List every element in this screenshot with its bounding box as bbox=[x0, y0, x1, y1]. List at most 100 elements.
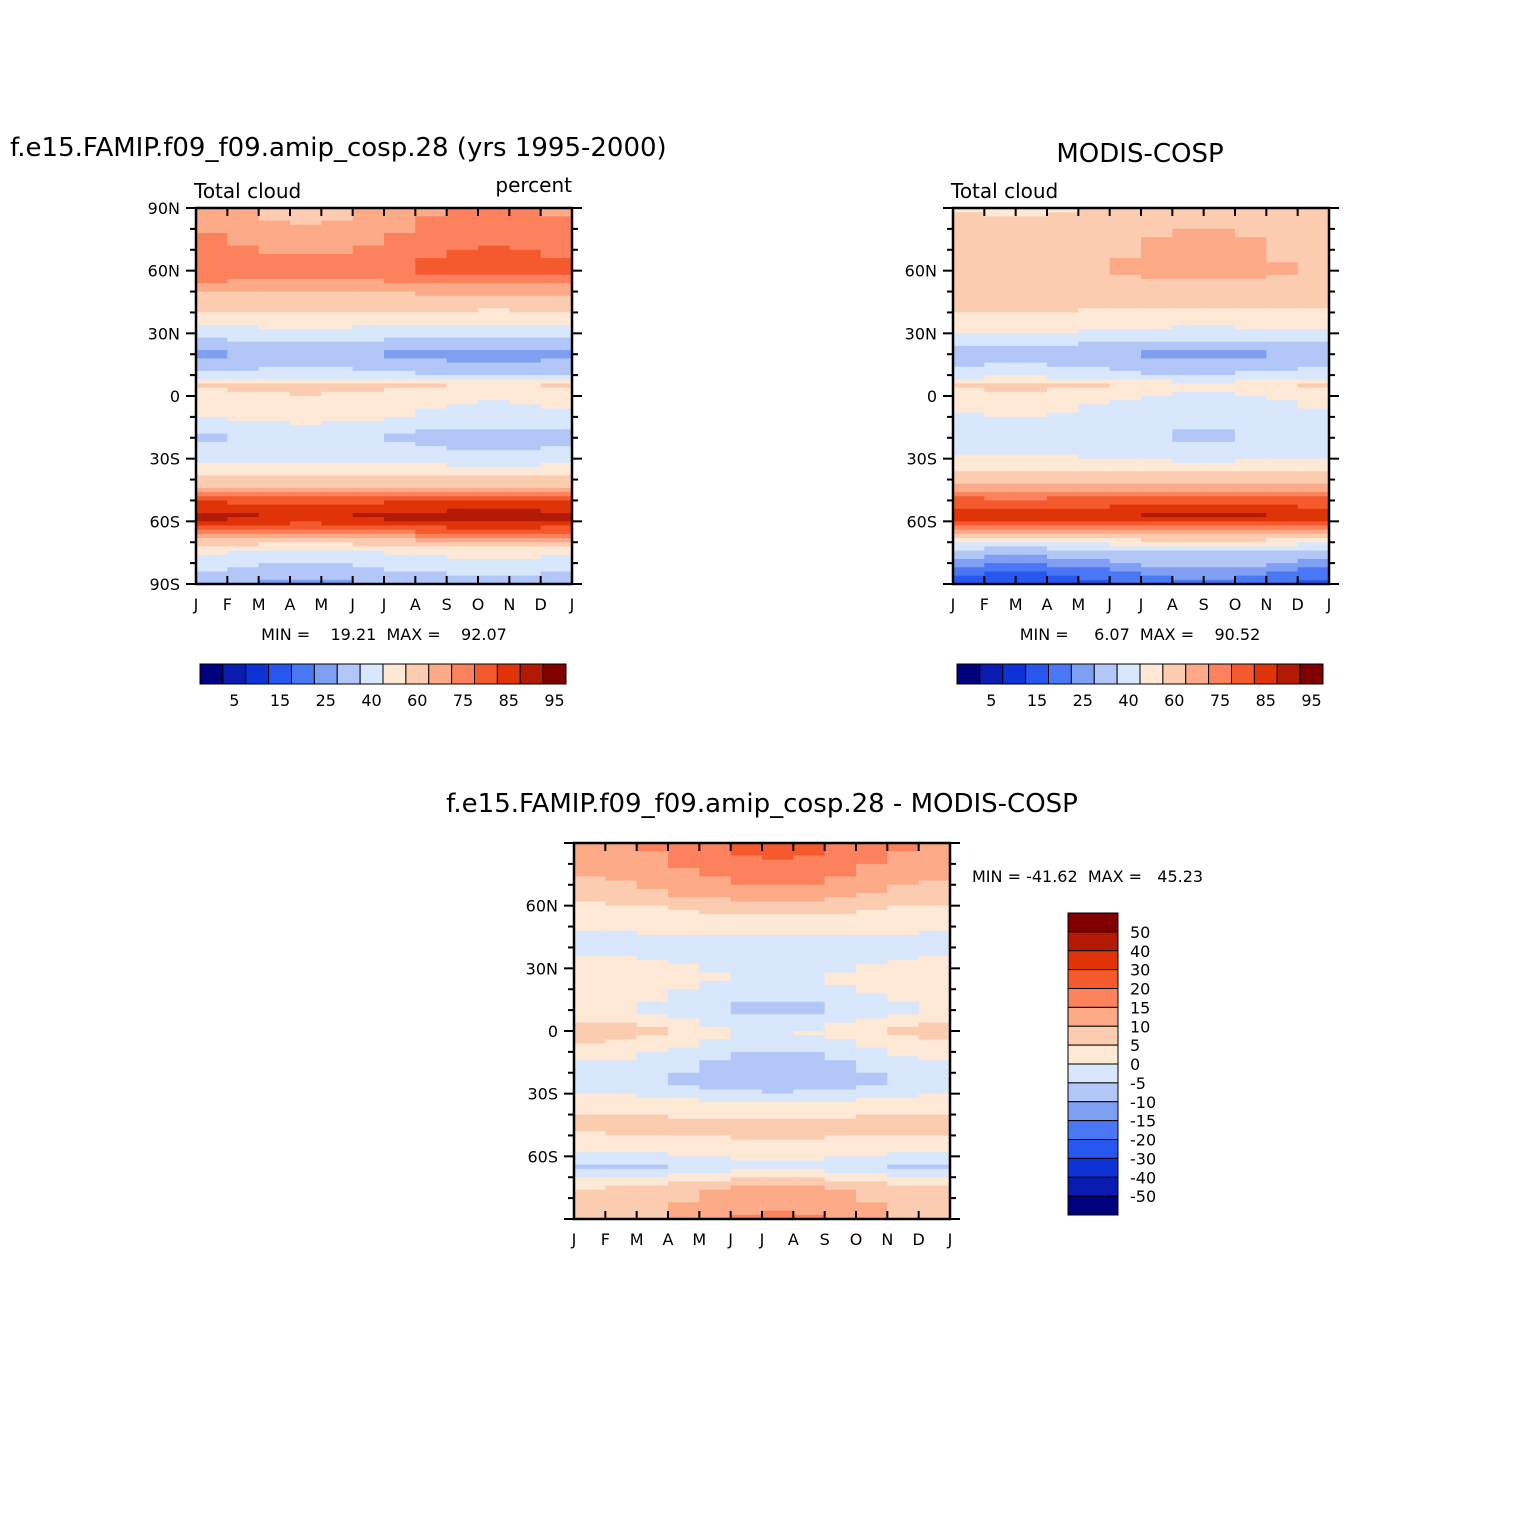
colorbar-label: 95 bbox=[1301, 691, 1321, 710]
contour-cell bbox=[1172, 538, 1205, 543]
contour-cell bbox=[540, 237, 572, 243]
contour-cell bbox=[984, 262, 1017, 268]
contour-cell bbox=[352, 554, 385, 560]
contour-cell bbox=[321, 316, 354, 322]
colorbar-label: 30 bbox=[1130, 961, 1150, 980]
contour-cell bbox=[730, 847, 763, 852]
contour-cell bbox=[1078, 421, 1111, 426]
contour-cell bbox=[1078, 241, 1111, 247]
contour-cell bbox=[1078, 216, 1111, 222]
contour-cell bbox=[196, 279, 228, 284]
contour-cell bbox=[636, 934, 669, 940]
contour-cell bbox=[196, 437, 228, 443]
contour-cell bbox=[352, 404, 385, 410]
contour-cell bbox=[196, 408, 228, 414]
x-tick-label: J bbox=[727, 1230, 733, 1249]
contour-cell bbox=[290, 441, 322, 447]
contour-cell bbox=[636, 964, 669, 969]
contour-cell bbox=[793, 1039, 826, 1045]
contour-cell bbox=[918, 884, 950, 890]
contour-cell bbox=[1203, 253, 1236, 259]
contour-cell bbox=[1047, 370, 1079, 376]
x-tick-label: A bbox=[285, 595, 296, 614]
contour-cell bbox=[762, 843, 794, 848]
contour-cell bbox=[918, 1127, 950, 1132]
contour-cell bbox=[1141, 383, 1173, 389]
contour-cell bbox=[605, 914, 638, 919]
contour-cell bbox=[984, 533, 1017, 539]
contour-cell bbox=[918, 1164, 950, 1170]
contour-cell bbox=[1172, 237, 1205, 243]
contour-cell bbox=[887, 909, 920, 915]
contour-cell bbox=[984, 475, 1017, 481]
contour-cell bbox=[1109, 446, 1142, 451]
contour-cell bbox=[446, 341, 479, 347]
contour-cell bbox=[227, 354, 260, 359]
contour-cell bbox=[793, 1026, 826, 1032]
contour-cell bbox=[636, 1089, 669, 1095]
contour-cell bbox=[290, 362, 322, 368]
contour-cell bbox=[1015, 366, 1048, 372]
contour-cell bbox=[1203, 283, 1236, 288]
contour-cell bbox=[415, 437, 448, 443]
contour-cell bbox=[1297, 396, 1329, 401]
colorbar-swatch bbox=[979, 663, 1004, 685]
contour-cell bbox=[1266, 354, 1299, 359]
contour-cell bbox=[574, 1168, 606, 1174]
contour-cell bbox=[1141, 333, 1173, 339]
contour-cell bbox=[762, 951, 794, 957]
contour-cell bbox=[824, 909, 857, 915]
contour-cell bbox=[1297, 529, 1329, 535]
contour-cell bbox=[1235, 475, 1267, 481]
contour-cell bbox=[793, 1022, 826, 1028]
contour-cell bbox=[509, 208, 542, 213]
contour-cell bbox=[824, 876, 857, 882]
contour-cell bbox=[540, 253, 572, 259]
contour-cell bbox=[258, 358, 291, 364]
contour-cell bbox=[824, 989, 857, 994]
contour-cell bbox=[984, 370, 1017, 376]
contour-cell bbox=[384, 212, 416, 217]
contour-cell bbox=[1235, 370, 1267, 376]
contour-cell bbox=[540, 487, 572, 493]
contour-cell bbox=[887, 1202, 920, 1208]
contour-cell bbox=[227, 291, 260, 297]
contour-cell bbox=[415, 387, 448, 393]
contour-cell bbox=[824, 955, 857, 961]
contour-cell bbox=[824, 1118, 857, 1124]
contour-cell bbox=[984, 433, 1017, 439]
contour-cell bbox=[762, 1206, 794, 1212]
contour-cell bbox=[1047, 416, 1079, 422]
contour-cell bbox=[953, 454, 985, 460]
contour-cell bbox=[1078, 517, 1111, 522]
contour-cell bbox=[415, 279, 448, 284]
contour-cell bbox=[384, 508, 416, 514]
contour-cell bbox=[321, 362, 354, 368]
contour-cell bbox=[1015, 212, 1048, 217]
contour-cell bbox=[668, 1131, 700, 1137]
colorbar-label: 20 bbox=[1130, 980, 1150, 999]
contour-cell bbox=[227, 538, 260, 543]
contour-cell bbox=[856, 1185, 888, 1191]
contour-cell bbox=[227, 429, 260, 435]
contour-cell bbox=[1172, 366, 1205, 372]
contour-cell bbox=[258, 391, 291, 397]
contour-cell bbox=[1203, 471, 1236, 476]
contour-cell bbox=[636, 880, 669, 886]
contour-cell bbox=[793, 1035, 826, 1040]
contour-cell bbox=[574, 1035, 606, 1040]
contour-cell bbox=[509, 475, 542, 481]
contour-cell bbox=[730, 1139, 763, 1145]
contour-cell bbox=[574, 930, 606, 936]
contour-cell bbox=[1047, 483, 1079, 489]
contour-cell bbox=[1109, 270, 1142, 276]
contour-cell bbox=[762, 859, 794, 865]
contour-cell bbox=[1235, 441, 1267, 447]
contour-cell bbox=[1141, 337, 1173, 343]
contour-cell bbox=[1235, 504, 1267, 510]
contour-cell bbox=[730, 1060, 763, 1066]
contour-cell bbox=[668, 1214, 700, 1219]
contour-cell bbox=[509, 258, 542, 263]
contour-cell bbox=[699, 1068, 732, 1074]
contour-cell bbox=[605, 934, 638, 940]
